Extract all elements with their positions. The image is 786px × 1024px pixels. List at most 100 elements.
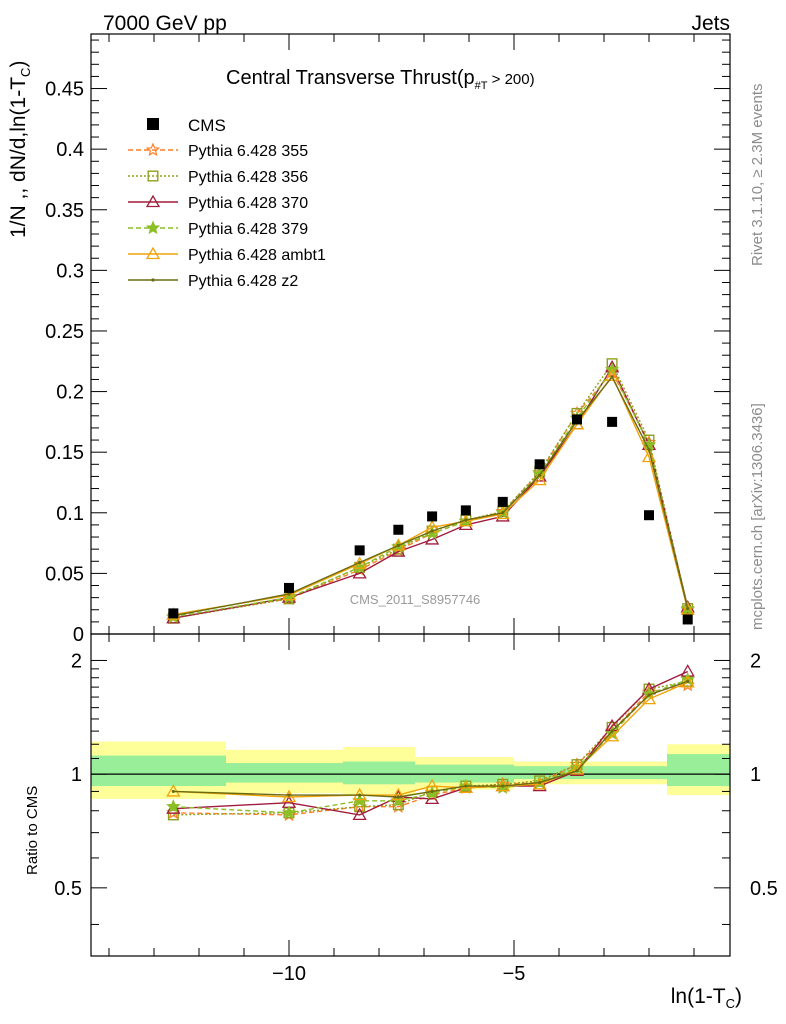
ratio-plot-frame (90, 633, 731, 957)
chart-title: Central Transverse Thrust(p#T > 200) (226, 67, 535, 92)
main-series-point-2 (424, 532, 440, 545)
cms-data-point (607, 416, 618, 427)
legend-marker-cms (147, 118, 159, 130)
main-series-point-3 (641, 437, 657, 452)
ratio-plot-series (166, 664, 695, 822)
legend: CMS Pythia 6.428 355 Pythia 6.428 356 Pythi… (128, 116, 326, 290)
cms-data-point (682, 614, 693, 625)
main-series-point-4 (532, 472, 547, 486)
legend-label-cms: CMS (188, 116, 226, 135)
ratio-series-line-5 (173, 680, 688, 798)
y-tick-label: 0.25 (45, 321, 84, 343)
main-plot-axes: 0 0.05 0.1 0.15 0.2 0.25 0.3 0.35 0.4 0.45 (45, 33, 731, 646)
cms-data-point (497, 496, 508, 507)
y-tick-label: 0.1 (56, 503, 84, 525)
cms-data-point (572, 414, 582, 425)
y-tick-label: 0.05 (45, 563, 84, 585)
ratio-series-point-5 (464, 784, 468, 788)
x-axis-label: ln(1-TC) (671, 985, 742, 1011)
main-series-line-1 (173, 362, 689, 619)
y-tick-label: 0.35 (45, 200, 84, 222)
main-series-point-5 (396, 543, 400, 548)
cms-data-point (284, 582, 294, 593)
mcplots-label: mcplots.cern.ch [arXiv:1306.3436] (749, 403, 766, 630)
main-series-point-5 (287, 592, 291, 596)
main-series-point-5 (538, 473, 542, 477)
main-y-axis-label: 1/N ,, dN/d,ln(1-TC) (7, 61, 33, 238)
stat-band-1 (226, 763, 343, 783)
ratio-series-point-5 (430, 789, 434, 794)
main-series-point-5 (430, 529, 434, 533)
ratio-series-point-5 (358, 793, 362, 797)
main-plot-series (166, 358, 695, 625)
ratio-series-point-5 (171, 789, 175, 794)
ratio-series-point-5 (647, 693, 651, 697)
legend-marker-5 (151, 278, 155, 282)
main-series-point-5 (464, 518, 468, 522)
stat-band-0 (91, 755, 226, 787)
main-series-point-4 (680, 602, 695, 615)
ratio-y-tick-label: 2 (71, 650, 82, 672)
ratio-series-point-4 (680, 675, 695, 688)
main-series-line-4 (173, 374, 689, 616)
main-series-line-3 (173, 368, 689, 618)
x-tick-label: −5 (503, 963, 526, 985)
ratio-series-point-5 (575, 769, 579, 773)
ratio-series-point-4 (166, 784, 181, 797)
legend-label-5: Pythia 6.428 z2 (188, 273, 298, 290)
legend-marker-0 (145, 142, 161, 157)
ratio-series-point-4 (391, 787, 406, 801)
y-tick-label: 0 (73, 624, 84, 646)
cms-data-point (168, 608, 179, 619)
legend-marker-4 (145, 246, 161, 260)
rivet-label: Rivet 3.1.10, ≥ 2.3M events (749, 84, 766, 267)
cms-data-point (534, 459, 545, 470)
beam-label: 7000 GeV pp (103, 12, 227, 35)
legend-label-4: Pythia 6.428 ambt1 (188, 247, 326, 264)
ratio-series-point-3 (166, 799, 181, 813)
y-tick-label: 0.3 (56, 260, 84, 282)
cms-data-point (427, 511, 438, 522)
main-series-line-0 (173, 370, 689, 618)
ratio-y-tick-label: 1 (71, 764, 82, 786)
cms-data-point (393, 524, 404, 535)
legend-label-2: Pythia 6.428 370 (188, 195, 308, 212)
legend-label-1: Pythia 6.428 356 (188, 169, 308, 186)
main-series-point-4 (604, 368, 620, 381)
y-tick-label: 0.4 (56, 139, 84, 161)
main-series-point-5 (647, 448, 651, 452)
legend-marker-3 (145, 220, 161, 235)
stat-band-4 (514, 766, 667, 780)
ratio-series-point-5 (538, 780, 542, 785)
legend-label-3: Pythia 6.428 379 (188, 221, 308, 238)
legend-marker-1 (147, 170, 159, 182)
main-series-point-2 (352, 566, 367, 579)
legend-marker-2 (145, 194, 161, 208)
legend-label-0: Pythia 6.428 355 (188, 143, 308, 160)
cms-data-point (644, 510, 654, 521)
main-series-point-5 (358, 560, 362, 565)
cms-data-point (354, 545, 365, 556)
main-series-line-5 (173, 375, 689, 617)
ratio-y-axis-label: Ratio to CMS (24, 786, 41, 875)
analysis-watermark: CMS_2011_S8957746 (350, 592, 481, 607)
ratio-series-point-5 (287, 793, 291, 797)
ratio-y-tick-label-right: 2 (750, 650, 761, 672)
ratio-series-point-5 (396, 795, 400, 799)
cms-data-point (460, 505, 471, 516)
stat-band-5 (667, 754, 730, 787)
main-series-point-4 (352, 556, 367, 569)
stat-band-2 (343, 761, 415, 785)
ratio-series-point-3 (281, 805, 297, 819)
process-label: Jets (691, 12, 730, 35)
y-tick-label: 0.15 (45, 442, 84, 464)
y-tick-label: 0.2 (56, 382, 84, 404)
ratio-series-point-2 (352, 807, 367, 821)
ratio-y-tick-label-right: 0.5 (750, 878, 778, 900)
main-series-point-5 (610, 375, 614, 379)
ratio-series-point-5 (610, 729, 614, 733)
y-tick-label: 0.45 (45, 79, 84, 101)
main-series-point-4 (641, 449, 657, 463)
ratio-y-tick-label-right: 1 (750, 764, 761, 786)
